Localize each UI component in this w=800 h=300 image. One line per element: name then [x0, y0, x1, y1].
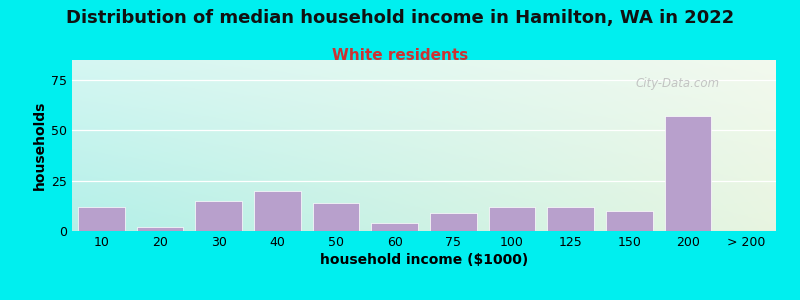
Text: City-Data.com: City-Data.com	[635, 77, 719, 90]
Bar	[430, 213, 477, 231]
Text: White residents: White residents	[332, 48, 468, 63]
Bar	[547, 207, 594, 231]
Bar	[78, 207, 125, 231]
Bar	[254, 191, 301, 231]
Bar	[137, 227, 183, 231]
Bar	[195, 201, 242, 231]
X-axis label: household income ($1000): household income ($1000)	[320, 253, 528, 267]
Bar	[313, 203, 359, 231]
Bar	[665, 116, 711, 231]
Bar	[371, 223, 418, 231]
Y-axis label: households: households	[33, 101, 47, 190]
Text: Distribution of median household income in Hamilton, WA in 2022: Distribution of median household income …	[66, 9, 734, 27]
Bar	[489, 207, 535, 231]
Bar	[606, 211, 653, 231]
